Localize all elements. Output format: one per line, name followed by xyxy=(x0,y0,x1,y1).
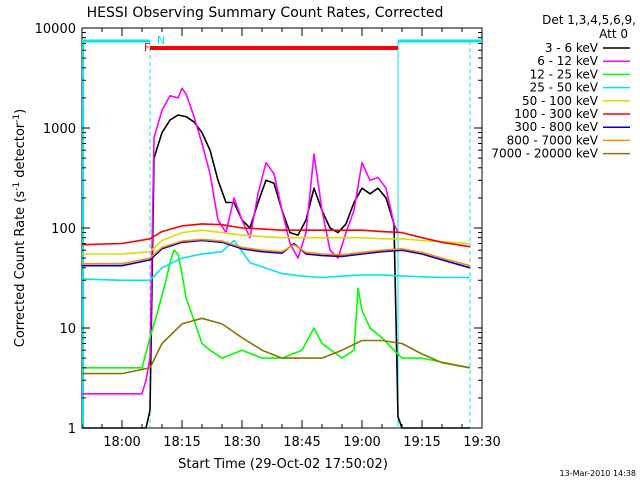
y-tick-label: 10000 xyxy=(35,22,76,37)
x-tick-label: 19:00 xyxy=(343,435,380,450)
legend-header-line-2: Att 0 xyxy=(599,27,628,41)
legend-label-8: 800 - 7000 keV xyxy=(507,133,599,147)
legend-label-7: 300 - 800 keV xyxy=(514,120,598,134)
y-tick-label: 100 xyxy=(51,222,76,237)
y-axis-label-exp-2: -1 xyxy=(12,114,22,123)
y-tick-label: 1000 xyxy=(43,122,76,137)
series-line-3 xyxy=(82,249,471,369)
x-tick-label: 18:00 xyxy=(103,435,140,450)
legend-header-line-1: Det 1,3,4,5,6,9, xyxy=(542,13,636,27)
legend-label-1: 3 - 6 keV xyxy=(545,41,599,55)
series-line-1 xyxy=(82,114,470,429)
y-axis-label-mid: detector xyxy=(13,122,28,182)
series-line-6 xyxy=(81,223,471,248)
chart-title: HESSI Observing Summary Count Rates, Cor… xyxy=(87,5,444,21)
series-line-8 xyxy=(82,238,471,267)
flare-flag: F xyxy=(144,41,150,54)
series-line-4 xyxy=(81,239,470,282)
legend-label-3: 12 - 25 keV xyxy=(530,67,599,81)
x-tick-label: 18:30 xyxy=(223,435,260,450)
y-tick-label: 10 xyxy=(59,322,76,337)
night-flag: N xyxy=(157,34,165,47)
series-line-9 xyxy=(82,317,471,375)
y-axis-label-end: ) xyxy=(13,109,28,114)
series-line-5 xyxy=(82,229,471,255)
legend-label-2: 6 - 12 keV xyxy=(537,54,599,68)
legend-label-9: 7000 - 20000 keV xyxy=(491,147,598,161)
legend-label-5: 50 - 100 keV xyxy=(522,94,599,108)
y-tick-label: 1 xyxy=(68,422,76,437)
y-axis-label-exp-1: -1 xyxy=(12,182,22,191)
x-tick-label: 18:15 xyxy=(163,435,200,450)
x-tick-label: 19:30 xyxy=(463,435,500,450)
y-axis-label: Corrected Count Rate (s-1 detector-1) xyxy=(12,109,28,347)
y-axis-label-main: Corrected Count Rate (s xyxy=(13,191,28,348)
series-line-2 xyxy=(82,87,399,395)
legend-label-6: 100 - 300 keV xyxy=(514,107,598,121)
legend-label-4: 25 - 50 keV xyxy=(530,81,599,95)
footer-date: 13-Mar-2010 14:38 xyxy=(560,469,637,478)
night-markers xyxy=(82,39,482,428)
x-tick-label: 18:45 xyxy=(283,435,320,450)
x-axis: 18:00 18:15 18:30 18:45 19:00 19:15 19:30 xyxy=(81,28,501,450)
x-tick-label: 19:15 xyxy=(403,435,440,450)
series-layer xyxy=(81,87,471,429)
y-axis: 1 10 100 1000 10000 xyxy=(35,22,482,437)
x-axis-label: Start Time (29-Oct-02 17:50:02) xyxy=(178,457,388,472)
